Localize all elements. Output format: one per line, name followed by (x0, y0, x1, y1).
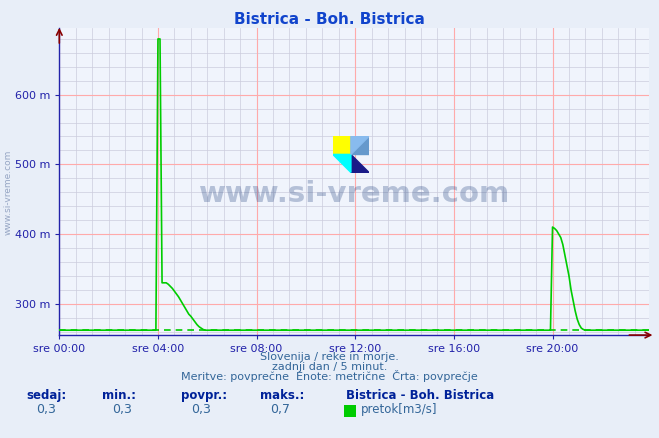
Text: Bistrica - Boh. Bistrica: Bistrica - Boh. Bistrica (234, 12, 425, 27)
Polygon shape (351, 136, 369, 155)
Text: 0,7: 0,7 (270, 403, 290, 416)
Text: Bistrica - Boh. Bistrica: Bistrica - Boh. Bistrica (346, 389, 494, 402)
Text: www.si-vreme.com: www.si-vreme.com (3, 150, 13, 235)
Text: 0,3: 0,3 (36, 403, 56, 416)
Text: Slovenija / reke in morje.: Slovenija / reke in morje. (260, 352, 399, 362)
Text: www.si-vreme.com: www.si-vreme.com (198, 180, 510, 208)
Text: 0,3: 0,3 (191, 403, 211, 416)
Bar (333, 136, 351, 155)
Text: 0,3: 0,3 (112, 403, 132, 416)
Text: zadnji dan / 5 minut.: zadnji dan / 5 minut. (272, 362, 387, 371)
Polygon shape (351, 136, 369, 155)
Polygon shape (351, 155, 369, 173)
Text: sedaj:: sedaj: (26, 389, 67, 402)
Text: pretok[m3/s]: pretok[m3/s] (361, 403, 438, 416)
Text: min.:: min.: (102, 389, 136, 402)
Polygon shape (333, 155, 351, 173)
Text: maks.:: maks.: (260, 389, 304, 402)
Text: Meritve: povprečne  Enote: metrične  Črta: povprečje: Meritve: povprečne Enote: metrične Črta:… (181, 370, 478, 382)
Text: povpr.:: povpr.: (181, 389, 227, 402)
